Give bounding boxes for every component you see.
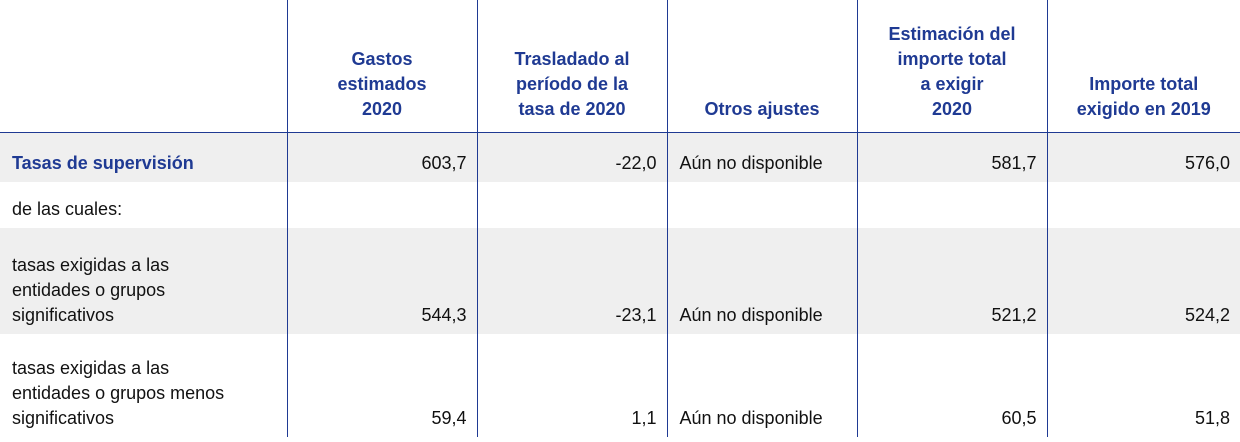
text-line: Trasladado al	[514, 48, 630, 69]
table-body: Tasas de supervisión 603,7 -22,0 Aún no dis…	[0, 132, 1240, 437]
text-line: a exigir	[920, 73, 984, 94]
cell	[856, 182, 1047, 228]
cell: 544,3	[286, 228, 477, 334]
text-line: de las cuales:	[12, 199, 123, 219]
text-line: Otros ajustes	[704, 98, 820, 119]
cell: 576,0	[1046, 132, 1240, 182]
text-line: 2020	[931, 98, 973, 119]
text-line: significativos	[12, 305, 115, 325]
row-label: de las cuales:	[0, 182, 287, 228]
text-line: significativos	[12, 408, 115, 428]
row-label: tasas exigidas a las entidades o grupos si…	[0, 228, 287, 334]
cell: Aún no disponible	[666, 132, 857, 182]
cell: -22,0	[476, 132, 667, 182]
cell	[476, 182, 667, 228]
text-line: período de la	[515, 73, 629, 94]
cell: 524,2	[1046, 228, 1240, 334]
cell: 581,7	[856, 132, 1047, 182]
column-header: Gastos estimados 2020	[286, 0, 477, 133]
header-empty	[0, 0, 287, 133]
cell: 51,8	[1046, 334, 1240, 437]
table-row: de las cuales:	[0, 182, 1240, 228]
text-line: Gastos	[351, 48, 413, 69]
text-line: tasas exigidas a las	[12, 358, 170, 378]
table-row: tasas exigidas a las entidades o grupos m…	[0, 334, 1240, 437]
cell: Aún no disponible	[666, 228, 857, 334]
column-header: Trasladado al período de la tasa de 2020	[476, 0, 667, 133]
column-header: Importe total exigido en 2019	[1046, 0, 1240, 133]
text-line: exigido en 2019	[1076, 98, 1211, 119]
text-line: entidades o grupos	[12, 280, 166, 300]
cell: Aún no disponible	[666, 334, 857, 437]
text-line: Importe total	[1089, 73, 1199, 94]
header-row: Gastos estimados 2020 Trasladado al período …	[0, 0, 1240, 133]
text-line: tasa de 2020	[518, 98, 626, 119]
cell: 603,7	[286, 132, 477, 182]
column-header: Estimación del importe total a exigir 2020	[856, 0, 1047, 133]
text-line: Tasas de supervisión	[12, 153, 194, 173]
column-header: Otros ajustes	[666, 0, 857, 133]
text-line: estimados	[337, 73, 427, 94]
text-line: Estimación del	[888, 23, 1016, 44]
text-line: tasas exigidas a las	[12, 255, 170, 275]
table-row: tasas exigidas a las entidades o grupos si…	[0, 228, 1240, 334]
cell: 521,2	[856, 228, 1047, 334]
text-line: 2020	[361, 98, 403, 119]
row-label: Tasas de supervisión	[0, 132, 287, 182]
cell: 59,4	[286, 334, 477, 437]
cell	[1046, 182, 1240, 228]
cell: 60,5	[856, 334, 1047, 437]
text-line: importe total	[897, 48, 1007, 69]
cell	[286, 182, 477, 228]
cell: -23,1	[476, 228, 667, 334]
cell	[666, 182, 857, 228]
text-line: entidades o grupos menos	[12, 383, 225, 403]
cell: 1,1	[476, 334, 667, 437]
table-row: Tasas de supervisión 603,7 -22,0 Aún no dis…	[0, 132, 1240, 182]
row-label: tasas exigidas a las entidades o grupos m…	[0, 334, 287, 437]
